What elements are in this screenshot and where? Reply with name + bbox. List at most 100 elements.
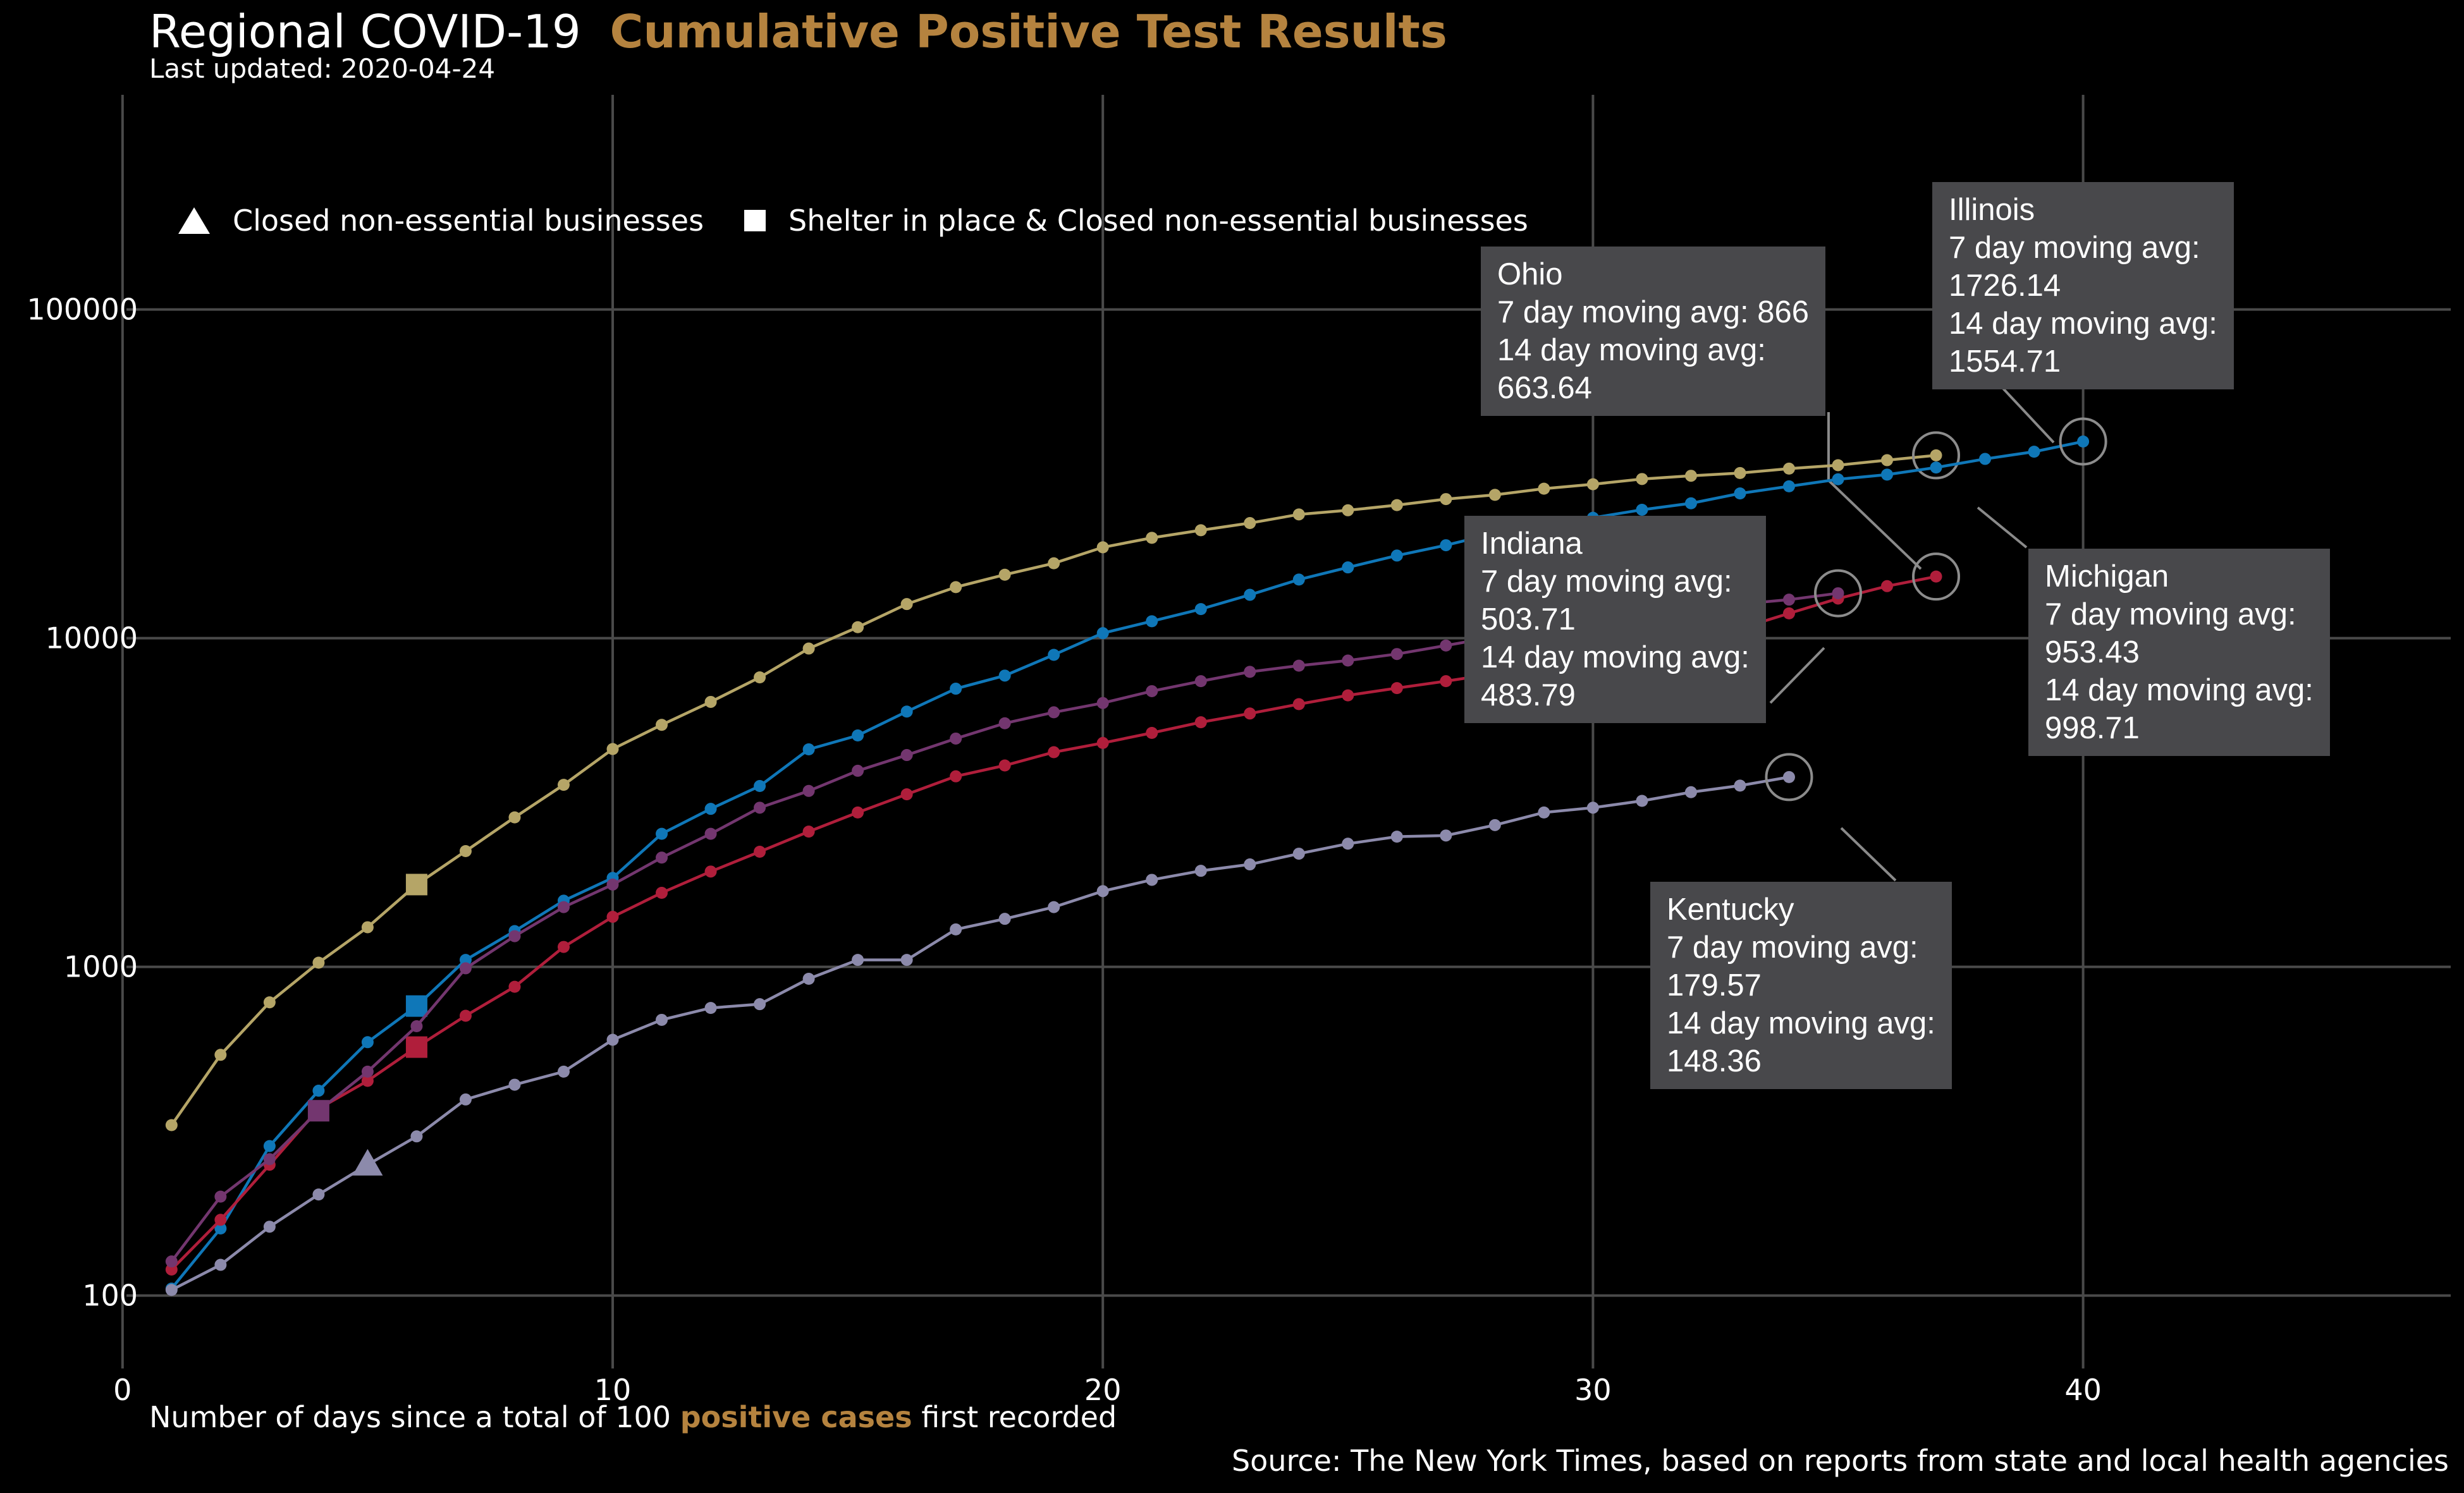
data-point bbox=[1684, 786, 1697, 798]
y-tick-label: 100000 bbox=[27, 293, 138, 327]
data-point bbox=[1048, 706, 1060, 719]
annotation-state: Indiana bbox=[1481, 527, 1583, 561]
title-plain: Regional COVID-19 bbox=[149, 5, 581, 58]
data-point bbox=[1979, 453, 1992, 465]
title-accent: Cumulative Positive Test Results bbox=[610, 5, 1447, 58]
data-point bbox=[508, 811, 521, 824]
data-point bbox=[1636, 503, 1648, 516]
annotation-line: 7 day moving avg: bbox=[1667, 930, 1918, 965]
data-point bbox=[1440, 539, 1452, 552]
data-point bbox=[1832, 587, 1844, 600]
highlight-ring bbox=[2059, 417, 2107, 466]
data-point bbox=[1048, 649, 1060, 661]
data-point bbox=[704, 695, 717, 708]
highlight-ring bbox=[1912, 431, 1961, 480]
data-point bbox=[263, 1221, 276, 1233]
x-tick-label: 20 bbox=[1084, 1373, 1122, 1407]
data-point bbox=[361, 1065, 374, 1078]
annotation-kentucky: Kentucky 7 day moving avg: 179.57 14 day… bbox=[1650, 882, 1952, 1089]
data-point bbox=[704, 1002, 717, 1015]
annotation-michigan: Michigan 7 day moving avg: 953.43 14 day… bbox=[2028, 549, 2330, 756]
square-marker bbox=[405, 874, 427, 896]
data-point bbox=[557, 941, 570, 953]
annotation-line: 1726.14 bbox=[1949, 269, 2061, 303]
data-point bbox=[802, 642, 815, 655]
data-point bbox=[214, 1222, 227, 1234]
data-point bbox=[1244, 588, 1256, 601]
data-point bbox=[852, 764, 864, 777]
annotation-state: Kentucky bbox=[1667, 893, 1794, 927]
data-point bbox=[1048, 901, 1060, 913]
data-point bbox=[998, 717, 1011, 729]
source-note: Source: The New York Times, based on rep… bbox=[1231, 1444, 2449, 1478]
annotation-line: 998.71 bbox=[2045, 711, 2140, 745]
data-point bbox=[704, 803, 717, 815]
data-point bbox=[1292, 659, 1305, 672]
y-tick-label: 100 bbox=[82, 1279, 138, 1313]
annotation-line: 148.36 bbox=[1667, 1044, 1762, 1078]
data-point bbox=[704, 865, 717, 878]
data-point bbox=[508, 930, 521, 942]
data-point bbox=[754, 801, 766, 814]
highlight-ring bbox=[1912, 552, 1961, 601]
data-point bbox=[1734, 779, 1746, 792]
data-point bbox=[754, 998, 766, 1011]
data-point bbox=[1390, 648, 1403, 661]
square-marker bbox=[307, 1100, 329, 1122]
connector-line bbox=[1769, 647, 1825, 704]
data-point bbox=[1048, 746, 1060, 759]
data-point bbox=[361, 1075, 374, 1087]
data-point bbox=[1930, 461, 1942, 474]
data-point bbox=[1881, 580, 1894, 592]
data-point bbox=[998, 759, 1011, 772]
data-point bbox=[900, 954, 913, 966]
data-point bbox=[1292, 848, 1305, 860]
data-point bbox=[754, 671, 766, 684]
data-point bbox=[950, 770, 962, 783]
chart-subtitle: Last updated: 2020-04-24 bbox=[149, 53, 496, 84]
data-point bbox=[1440, 493, 1452, 506]
annotation-state: Ohio bbox=[1497, 257, 1563, 291]
data-point bbox=[1048, 557, 1060, 570]
data-point bbox=[900, 788, 913, 801]
data-point bbox=[1782, 607, 1795, 619]
data-point bbox=[1146, 727, 1158, 740]
legend-label-closed-businesses: Closed non-essential businesses bbox=[233, 204, 704, 238]
data-point bbox=[656, 886, 668, 899]
annotation-line: 7 day moving avg: bbox=[2045, 597, 2296, 631]
data-point bbox=[1636, 795, 1648, 807]
data-point bbox=[410, 1130, 423, 1143]
triangle-icon bbox=[178, 207, 210, 234]
data-point bbox=[1342, 838, 1354, 850]
y-tick-label: 1000 bbox=[64, 950, 138, 984]
x-tick-label: 10 bbox=[594, 1373, 632, 1407]
data-point bbox=[361, 1036, 374, 1049]
data-point bbox=[802, 972, 815, 985]
chart-legend: Closed non-essential businesses Shelter … bbox=[178, 204, 1528, 238]
data-series bbox=[165, 417, 2107, 1296]
data-point bbox=[1390, 549, 1403, 562]
data-point bbox=[214, 1258, 227, 1271]
data-point bbox=[1538, 806, 1550, 819]
data-point bbox=[557, 901, 570, 913]
data-point bbox=[900, 598, 913, 611]
data-point bbox=[1194, 603, 1207, 616]
annotation-indiana: Indiana 7 day moving avg: 503.71 14 day … bbox=[1464, 516, 1766, 723]
connector-line bbox=[1827, 412, 1922, 570]
data-point bbox=[1342, 654, 1354, 667]
data-point bbox=[1244, 517, 1256, 530]
data-point bbox=[508, 980, 521, 993]
data-point bbox=[1440, 639, 1452, 652]
highlight-ring bbox=[1765, 753, 1813, 801]
data-point bbox=[1782, 594, 1795, 606]
xlabel-pre: Number of days since a total of 100 bbox=[149, 1400, 671, 1434]
data-point bbox=[950, 732, 962, 745]
data-point bbox=[410, 1020, 423, 1032]
connector-line bbox=[1997, 382, 2055, 444]
x-tick-label: 30 bbox=[1574, 1373, 1612, 1407]
data-point bbox=[1390, 831, 1403, 843]
annotation-illinois: Illinois 7 day moving avg: 1726.14 14 da… bbox=[1932, 182, 2234, 389]
data-point bbox=[1146, 874, 1158, 886]
data-point bbox=[802, 826, 815, 838]
